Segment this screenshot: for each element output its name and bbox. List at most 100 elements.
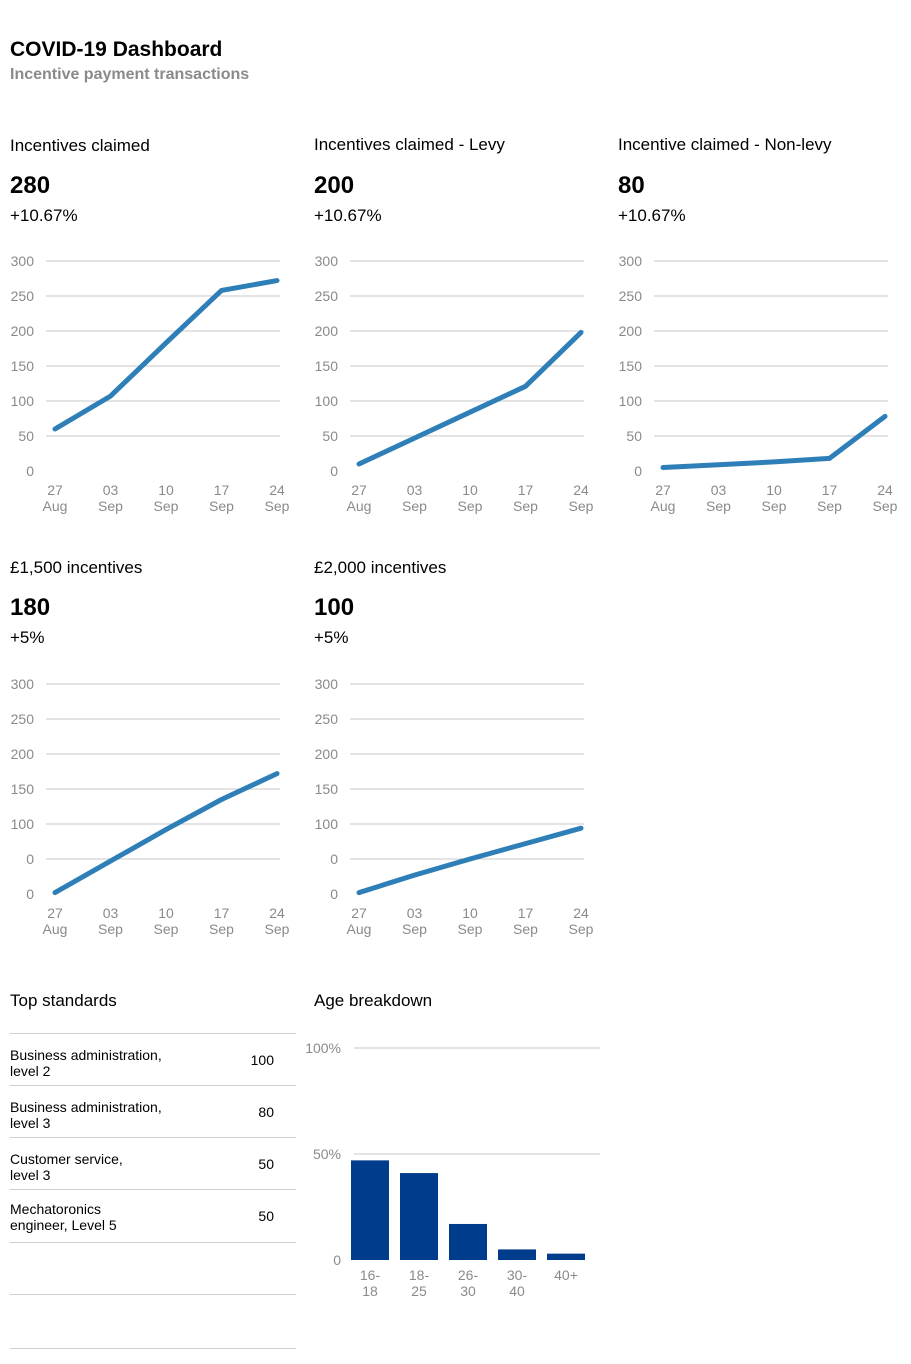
x-tick-label: Sep [402, 498, 427, 514]
x-tick-label: 30- [507, 1267, 528, 1283]
x-tick-label: 10 [766, 482, 782, 498]
x-tick-label: Sep [154, 921, 179, 937]
standard-count: 50 [258, 1156, 274, 1172]
y-tick-label: 150 [11, 781, 35, 797]
x-tick-label: Sep [402, 921, 427, 937]
standard-name: Business administration, level 2 [10, 1047, 210, 1079]
x-tick-label: Sep [513, 498, 538, 514]
y-tick-label: 300 [619, 253, 643, 269]
table-row: Customer service, level 3 50 [10, 1137, 296, 1190]
x-tick-label: 24 [269, 905, 285, 921]
standard-count: 100 [250, 1052, 274, 1068]
table-divider [10, 1348, 296, 1349]
standard-name-line: Business administration, [10, 1047, 162, 1063]
y-tick-label: 200 [619, 323, 643, 339]
standard-name-line: Mechatoronics [10, 1201, 102, 1217]
kpi-title-2000-incentives: £2,000 incentives [314, 558, 447, 577]
y-tick-label: 0 [634, 463, 642, 479]
x-tick-label: Aug [347, 498, 372, 514]
page-title: COVID-19 Dashboard [10, 38, 223, 61]
line-chart-levy: 05010015020025030027Aug03Sep10Sep17Sep24… [315, 253, 594, 514]
x-tick-label: 10 [158, 905, 174, 921]
x-tick-label: 24 [877, 482, 893, 498]
y-tick-label: 0 [333, 1252, 341, 1268]
x-tick-label: Aug [43, 498, 68, 514]
x-tick-label: 03 [103, 905, 119, 921]
standard-name-line: level 3 [10, 1115, 51, 1131]
y-tick-label: 0 [26, 463, 34, 479]
x-tick-label: Sep [265, 921, 290, 937]
x-tick-label: 27 [351, 905, 367, 921]
line-chart-incentives-claimed: 05010015020025030027Aug03Sep10Sep17Sep24… [11, 253, 290, 514]
series-line [356, 329, 584, 467]
standard-name-line: level 2 [10, 1063, 51, 1079]
y-tick-label: 250 [11, 711, 35, 727]
x-tick-label: 17 [214, 905, 230, 921]
kpi-value-2000-incentives: 100 [314, 594, 355, 621]
x-tick-label: Sep [513, 921, 538, 937]
kpi-change-non-levy: +10.67% [618, 206, 686, 225]
bar [449, 1223, 487, 1260]
table-row: Business administration, level 2 100 [10, 1033, 296, 1086]
kpi-change-levy: +10.67% [314, 206, 382, 225]
y-tick-label: 100 [619, 393, 643, 409]
series-line [660, 413, 888, 470]
x-tick-label: 03 [103, 482, 119, 498]
bar [351, 1160, 389, 1260]
standard-name: Customer service, level 3 [10, 1151, 210, 1183]
x-tick-label: Sep [458, 498, 483, 514]
x-tick-label: Aug [651, 498, 676, 514]
bar [498, 1249, 536, 1260]
series-line [356, 825, 584, 896]
kpi-title-levy: Incentives claimed - Levy [314, 135, 505, 154]
y-tick-label: 100 [11, 393, 35, 409]
kpi-change-incentives-claimed: +10.67% [10, 206, 78, 225]
x-tick-label: Sep [209, 921, 234, 937]
y-tick-label: 150 [315, 358, 339, 374]
standard-name-line: Business administration, [10, 1099, 162, 1115]
table-divider [10, 1242, 296, 1243]
kpi-title-1500-incentives: £1,500 incentives [10, 558, 143, 577]
x-tick-label: Sep [154, 498, 179, 514]
x-tick-label: Sep [98, 498, 123, 514]
x-tick-label: Sep [265, 498, 290, 514]
kpi-value-non-levy: 80 [618, 172, 645, 199]
x-tick-label: 24 [269, 482, 285, 498]
table-divider [10, 1294, 296, 1295]
y-tick-label: 50% [313, 1146, 341, 1162]
y-tick-label: 100 [315, 816, 339, 832]
x-tick-label: Sep [209, 498, 234, 514]
y-tick-label: 300 [315, 676, 339, 692]
x-tick-label: 18 [362, 1283, 378, 1299]
x-tick-label: 16- [360, 1267, 381, 1283]
x-tick-label: 30 [460, 1283, 476, 1299]
table-row: Mechatoronics engineer, Level 5 50 [10, 1189, 296, 1243]
y-tick-label: 50 [18, 428, 34, 444]
line-chart-1500-incentives: 0010015020025030027Aug03Sep10Sep17Sep24S… [11, 676, 290, 937]
x-tick-label: Sep [569, 498, 594, 514]
x-tick-label: Sep [762, 498, 787, 514]
x-tick-label: Aug [347, 921, 372, 937]
x-tick-label: Aug [43, 921, 68, 937]
y-tick-label: 150 [315, 781, 339, 797]
y-tick-label: 50 [322, 428, 338, 444]
x-tick-label: 27 [47, 905, 63, 921]
standard-name-line: engineer, Level 5 [10, 1217, 117, 1233]
y-tick-label: 0 [330, 851, 338, 867]
kpi-value-levy: 200 [314, 172, 355, 199]
x-tick-label: Sep [873, 498, 898, 514]
y-tick-label: 300 [315, 253, 339, 269]
y-tick-label: 0 [330, 463, 338, 479]
x-tick-label: Sep [458, 921, 483, 937]
table-row: Business administration, level 3 80 [10, 1085, 296, 1138]
x-tick-label: 17 [214, 482, 230, 498]
y-tick-label: 200 [315, 746, 339, 762]
y-tick-label: 150 [11, 358, 35, 374]
kpi-value-1500-incentives: 180 [10, 594, 51, 621]
top-standards-title: Top standards [10, 991, 117, 1010]
y-tick-label: 200 [315, 323, 339, 339]
x-tick-label: 10 [462, 482, 478, 498]
x-tick-label: Sep [98, 921, 123, 937]
kpi-title-incentives-claimed: Incentives claimed [10, 136, 150, 155]
y-tick-label: 0 [26, 886, 34, 902]
